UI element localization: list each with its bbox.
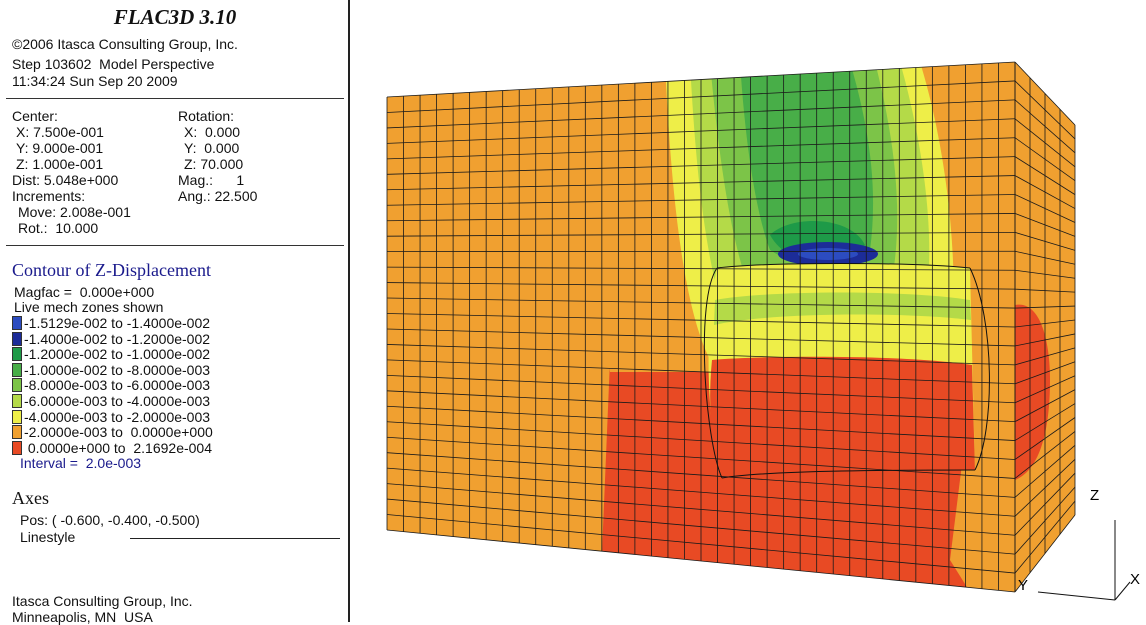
linestyle-sample bbox=[130, 538, 340, 539]
center-z: Z: 1.000e-001 bbox=[16, 156, 103, 172]
center-y: Y: 9.000e-001 bbox=[16, 140, 103, 156]
legend-label: -8.0000e-003 to -6.0000e-003 bbox=[24, 377, 210, 393]
legend-swatch bbox=[12, 394, 22, 408]
step: Step 103602 Model Perspective bbox=[12, 56, 214, 72]
x-axis bbox=[1115, 582, 1130, 600]
legend-label: -2.0000e-003 to 0.0000e+000 bbox=[24, 424, 213, 440]
contour-title: Contour of Z-Displacement bbox=[12, 260, 211, 280]
legend-label: -1.5129e-002 to -1.4000e-002 bbox=[24, 315, 210, 331]
interval: Interval = 2.0e-003 bbox=[20, 455, 141, 471]
separator bbox=[6, 98, 344, 99]
footer-company: Itasca Consulting Group, Inc. bbox=[12, 593, 193, 609]
legend-swatch bbox=[12, 347, 22, 361]
axes-title: Axes bbox=[12, 488, 49, 508]
axis-label: Z bbox=[1090, 487, 1099, 504]
legend-swatch bbox=[12, 410, 22, 424]
axis-label: Y bbox=[1018, 577, 1028, 594]
legend-label: -1.4000e-002 to -1.2000e-002 bbox=[24, 331, 210, 347]
legend-swatch bbox=[12, 441, 22, 455]
magfac: Magfac = 0.000e+000 bbox=[14, 284, 154, 300]
info-panel: FLAC3D 3.10 ©2006 Itasca Consulting Grou… bbox=[0, 0, 350, 622]
rotation-z: Z: 70.000 bbox=[184, 156, 243, 172]
mag: Mag.: 1 bbox=[178, 172, 244, 188]
axes-pos: Pos: ( -0.600, -0.400, -0.500) bbox=[20, 512, 200, 528]
legend-swatch bbox=[12, 316, 22, 330]
legend-label: -6.0000e-003 to -4.0000e-003 bbox=[24, 393, 210, 409]
legend-label: -1.2000e-002 to -1.0000e-002 bbox=[24, 346, 210, 362]
legend-swatch bbox=[12, 363, 22, 377]
legend-swatch bbox=[12, 378, 22, 392]
contour-blue-core bbox=[798, 248, 858, 260]
legend-label: 0.0000e+000 to 2.1692e-004 bbox=[24, 440, 212, 456]
ang: Ang.: 22.500 bbox=[178, 188, 257, 204]
legend-label: -1.0000e-002 to -8.0000e-003 bbox=[24, 362, 210, 378]
center-label: Center: bbox=[12, 108, 58, 124]
legend-label: -4.0000e-003 to -2.0000e-003 bbox=[24, 409, 210, 425]
move: Move: 2.008e-001 bbox=[18, 204, 131, 220]
legend-swatch bbox=[12, 332, 22, 346]
linestyle: Linestyle bbox=[20, 529, 75, 545]
footer-city: Minneapolis, MN USA bbox=[12, 609, 153, 625]
app-title: FLAC3D 3.10 bbox=[0, 6, 350, 28]
increments: Increments: bbox=[12, 188, 85, 204]
rot: Rot.: 10.000 bbox=[18, 220, 98, 236]
rotation-y: Y: 0.000 bbox=[184, 140, 239, 156]
separator bbox=[6, 245, 344, 246]
copyright: ©2006 Itasca Consulting Group, Inc. bbox=[12, 36, 238, 52]
model-view: Z Y X bbox=[350, 0, 1146, 622]
dist: Dist: 5.048e+000 bbox=[12, 172, 118, 188]
axis-label: X bbox=[1130, 571, 1140, 588]
rotation-label: Rotation: bbox=[178, 108, 234, 124]
legend-swatch bbox=[12, 425, 22, 439]
zones: Live mech zones shown bbox=[14, 299, 163, 315]
screenshot: FLAC3D 3.10 ©2006 Itasca Consulting Grou… bbox=[0, 0, 1146, 622]
center-x: X: 7.500e-001 bbox=[16, 124, 104, 140]
y-axis bbox=[1038, 592, 1115, 600]
rotation-x: X: 0.000 bbox=[184, 124, 240, 140]
time: 11:34:24 Sun Sep 20 2009 bbox=[12, 73, 178, 89]
